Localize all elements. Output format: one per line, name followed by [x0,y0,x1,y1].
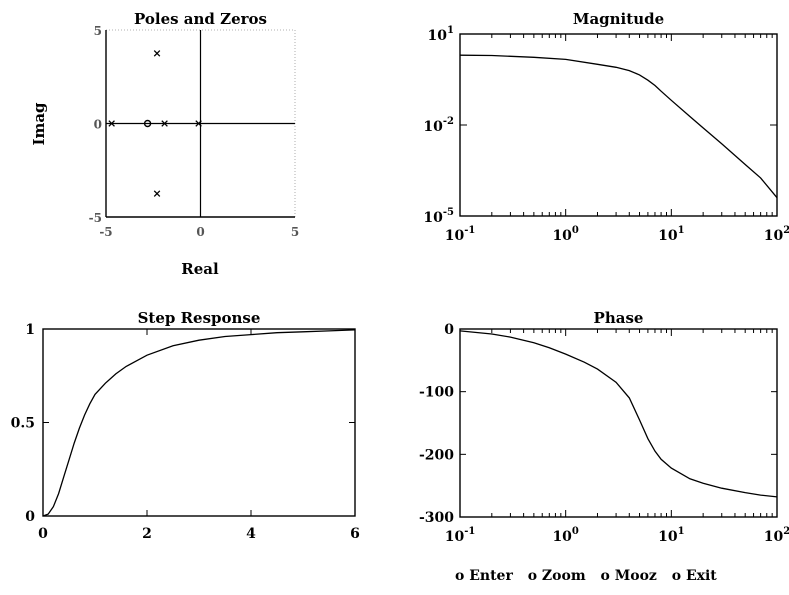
mag-x-tick-label: 100 [552,225,578,244]
exit-bullet: o [671,568,682,584]
pole-marker [195,120,202,127]
mag-y-tick-label-exponent: -2 [443,116,454,127]
pz-x-tick-label: -5 [99,225,112,239]
phase-y-tick-label: 0 [444,322,454,338]
step-x-tick-label: 2 [142,526,152,542]
phase-x-tick-label-base: 10 [445,529,465,545]
phase-y-tick-label: -200 [419,447,454,463]
phase-y-tick-label: -300 [419,510,454,526]
mag-y-tick-label: 10-2 [423,116,454,135]
pole-marker [108,120,115,127]
mag-x-tick-label: 101 [658,225,684,244]
mag-title: Magnitude [573,10,664,28]
pole-stroke [108,120,115,127]
mag-x-tick-label-base: 10 [552,228,572,244]
enter-button[interactable]: o Enter [455,568,513,584]
pole-stroke [195,120,202,127]
mag-x-tick-label-exponent: 2 [783,225,789,236]
zoom-label: Zoom [541,568,586,584]
mag-x-tick-label-base: 10 [658,228,678,244]
phase-x-tick-label: 101 [658,526,684,545]
mag-x-tick-label-exponent: 1 [678,225,685,236]
mag-x-tick-label-exponent: -1 [464,225,475,236]
pz-ylabel: Imag [30,102,48,146]
phase-x-tick-label-exponent: -1 [464,526,475,537]
step-frame [42,328,356,517]
step-y-tick-label: 1 [25,322,35,338]
pole-stroke [153,50,161,57]
zero-marker [143,119,152,128]
pz-y-tick-label: -5 [89,211,102,225]
mag-y-tick-label: 10-5 [423,207,454,226]
phase-x-tick-label-base: 10 [764,529,784,545]
step-x-tick-label: 0 [38,526,48,542]
mag-y-tick-label-base: 10 [428,28,448,44]
pz-y-tick-label: 0 [94,118,102,132]
mooz-button[interactable]: o Mooz [601,568,657,584]
mag-x-tick-label-base: 10 [445,228,465,244]
pole-stroke [153,190,161,197]
mag-curve [459,54,778,199]
phase-curve [459,330,778,498]
zoom-bullet: o [527,568,538,584]
pz-title: Poles and Zeros [134,10,267,28]
phase-title: Phase [594,309,644,327]
step-curve [42,329,356,517]
exit-button[interactable]: o Exit [672,568,717,584]
mag-y-tick-label-base: 10 [423,210,443,226]
mooz-bullet: o [600,568,610,584]
mag-x-tick-label: 10-1 [445,225,476,244]
phase-x-tick-label: 102 [764,526,789,545]
pz-xlabel: Real [181,260,219,278]
mag-y-tick-label-exponent: -5 [443,207,454,218]
pole-marker [161,120,168,127]
phase-x-tick-label: 100 [552,526,578,545]
pole-stroke [161,120,168,127]
mag-y-tick-label: 101 [428,25,454,44]
step-x-tick-label: 4 [246,526,256,542]
phase-y-tick-label: -100 [419,385,454,401]
step-response-panel: 0 2 4 6 0 0.5 1 Step Response [11,309,360,542]
command-menu: o Enter o Zoom o Mooz o Exit [455,568,785,584]
mag-x-tick-label: 102 [764,225,789,244]
phase-x-tick-label-exponent: 2 [783,526,789,537]
mooz-label: Mooz [614,568,657,584]
mag-x-tick-label-exponent: 0 [572,225,579,236]
phase-x-tick-label-exponent: 0 [572,526,579,537]
pz-x-tick-label: 5 [291,225,299,239]
phase-x-tick-label: 10-1 [445,526,476,545]
phase-x-tick-label-base: 10 [658,529,678,545]
pole-marker [153,190,161,197]
zoom-button[interactable]: o Zoom [528,568,586,584]
pz-x-tick-label: 0 [196,225,204,239]
phase-x-tick-label-exponent: 1 [678,526,685,537]
step-y-tick-label: 0 [25,509,35,525]
enter-label: Enter [469,568,513,584]
poles-zeros-panel: -5 0 5 -5 0 5 Poles and Zeros Real Imag [30,10,299,278]
exit-label: Exit [685,568,717,584]
pz-y-tick-label: 5 [94,24,102,38]
step-title: Step Response [138,309,261,327]
mag-x-tick-label-base: 10 [764,228,784,244]
mag-y-tick-label-base: 10 [423,119,443,135]
phase-x-tick-label-base: 10 [552,529,572,545]
mag-y-tick-label-exponent: 1 [447,25,454,36]
phase-frame [459,328,778,518]
step-y-tick-label: 0.5 [11,416,35,432]
mag-frame [459,33,778,217]
pole-marker [153,50,161,57]
step-x-tick-label: 6 [350,526,360,542]
enter-bullet: o [455,568,465,584]
